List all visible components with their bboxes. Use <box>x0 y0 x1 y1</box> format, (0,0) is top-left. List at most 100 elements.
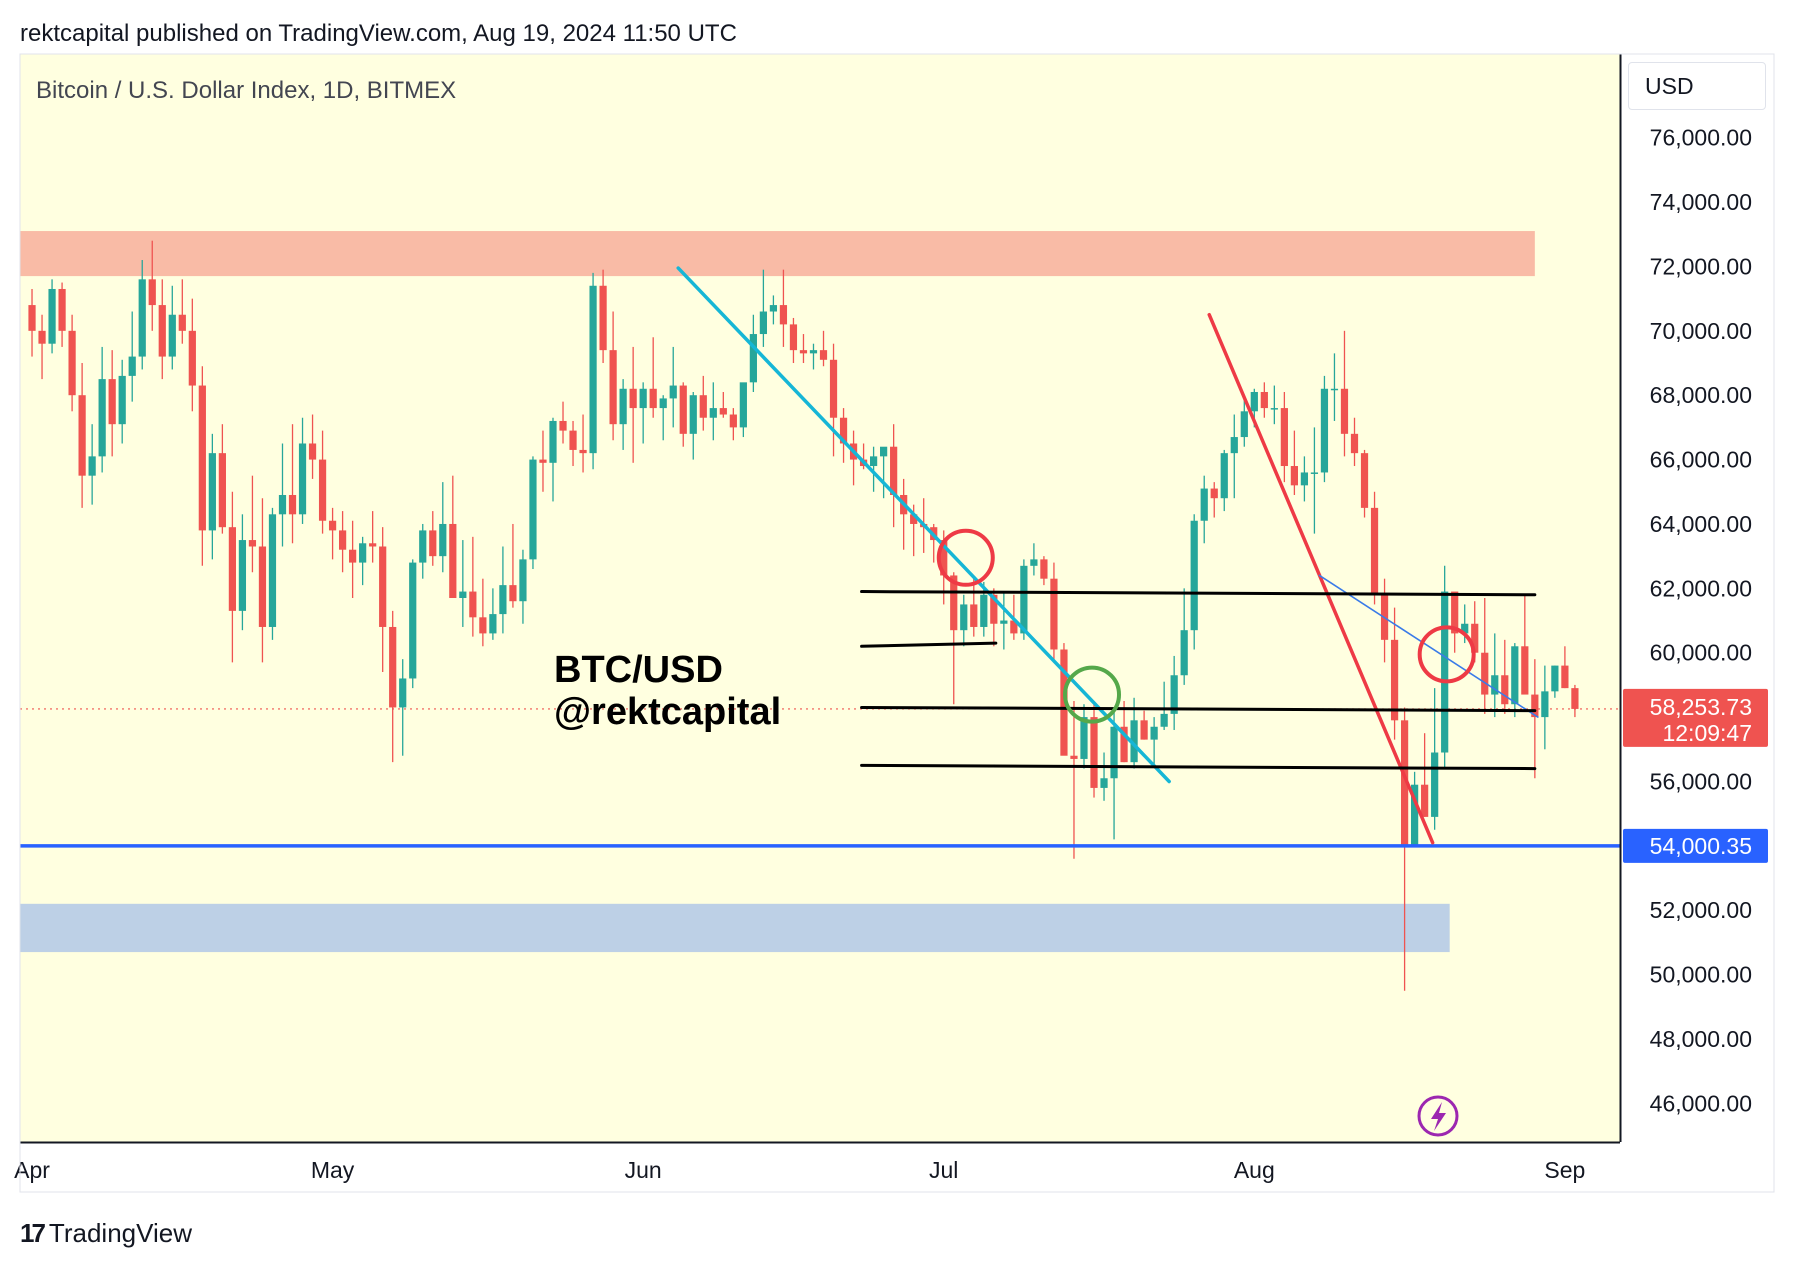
candle-body <box>910 514 918 524</box>
tradingview-logo-icon: 17 <box>20 1218 46 1248</box>
candle <box>649 337 657 418</box>
support-zone <box>20 903 1450 953</box>
candle-body <box>749 334 757 383</box>
candle <box>579 414 587 473</box>
cyan-downtrend-line[interactable] <box>676 266 1171 784</box>
candle-body <box>168 314 176 357</box>
candle <box>298 417 307 524</box>
candle <box>629 346 637 463</box>
candle-body <box>1451 591 1459 634</box>
candle <box>819 330 828 367</box>
candle-body <box>389 626 397 708</box>
range-low-line[interactable] <box>860 763 1537 771</box>
candle-body <box>1200 488 1208 521</box>
candle-body <box>1110 726 1118 779</box>
candle <box>1531 659 1539 779</box>
candle <box>1050 562 1058 663</box>
candle-body <box>188 330 196 386</box>
candle-body <box>1050 578 1058 650</box>
candle <box>689 391 697 460</box>
candle-body <box>1501 675 1509 705</box>
candle-body <box>589 285 597 454</box>
candle <box>1340 330 1349 457</box>
blue-thin-downtrend-line[interactable] <box>1318 574 1539 718</box>
candle-body <box>579 449 587 454</box>
candle <box>499 546 507 634</box>
candle-body <box>1340 388 1349 434</box>
candle <box>669 346 677 428</box>
candle <box>1300 456 1309 502</box>
candle <box>128 311 136 402</box>
candle-body <box>288 494 297 515</box>
candle <box>1400 707 1409 991</box>
red-downtrend-line[interactable] <box>1207 312 1435 845</box>
candle <box>1110 707 1118 840</box>
candle-body <box>108 379 116 425</box>
candle-body <box>1541 691 1549 718</box>
candle-body <box>429 530 437 557</box>
candle-body <box>1310 472 1319 474</box>
candle <box>328 507 337 560</box>
candle-body <box>1300 472 1309 486</box>
resistance-zone <box>20 231 1535 277</box>
price-tick-label: 48,000.00 <box>1650 1026 1752 1052</box>
rejection-circle-jul[interactable] <box>936 528 995 587</box>
candle <box>1170 655 1178 730</box>
candle <box>759 269 768 347</box>
candle-body <box>469 591 477 618</box>
candle-body <box>278 494 287 515</box>
candle <box>970 578 978 637</box>
lightning-bolt-icon[interactable] <box>1417 1095 1459 1137</box>
tradingview-brand[interactable]: 17 TradingView <box>20 1218 192 1249</box>
candle-body <box>1280 408 1288 467</box>
candle-body <box>479 617 487 634</box>
candle <box>1280 391 1288 483</box>
price-axis[interactable]: 46,000.00 48,000.00 50,000.00 52,000.00 54,0… <box>1619 54 1784 1192</box>
candle-body <box>258 546 267 627</box>
candle-body <box>1491 675 1499 695</box>
range-mid-line[interactable] <box>860 705 1537 713</box>
time-tick-label: Jun <box>625 1157 662 1183</box>
candle-body <box>970 604 978 627</box>
candle-body <box>519 559 527 602</box>
candle-body <box>869 456 878 467</box>
candle-body <box>1250 391 1258 412</box>
candle <box>238 514 247 631</box>
candle-body <box>809 350 818 354</box>
rejection-circle-aug[interactable] <box>1417 625 1476 684</box>
candle <box>1411 771 1419 846</box>
candle-body <box>1521 646 1529 695</box>
candle-body <box>138 279 146 357</box>
candle <box>509 523 517 608</box>
reclaim-circle-jul[interactable] <box>1063 665 1122 724</box>
candle-body <box>349 549 357 563</box>
candle-body <box>789 324 798 351</box>
candle-body <box>1571 688 1579 709</box>
price-tick-label: 52,000.00 <box>1650 897 1752 923</box>
time-axis[interactable]: Apr May Jun Jul Aug Sep <box>14 53 1784 1193</box>
candle <box>519 549 527 624</box>
candle-body <box>359 543 367 563</box>
candle <box>1200 475 1208 544</box>
currency-button[interactable]: USD <box>1628 62 1766 110</box>
candle <box>1481 598 1489 714</box>
candle <box>699 375 707 431</box>
range-high-short-line[interactable] <box>860 641 998 648</box>
candle <box>379 527 387 673</box>
candle-body <box>1090 717 1098 788</box>
candle-body <box>1000 620 1008 624</box>
candle <box>1100 752 1108 801</box>
candle <box>619 379 627 450</box>
range-high-line[interactable] <box>860 590 1537 597</box>
candle <box>779 269 788 347</box>
candle <box>769 295 778 325</box>
candle <box>1150 717 1158 766</box>
price-tick-label: 62,000.00 <box>1650 575 1752 601</box>
candle <box>589 272 597 470</box>
price-tick-label: 64,000.00 <box>1650 511 1752 537</box>
candle-body <box>28 305 36 331</box>
candle <box>459 540 467 627</box>
candle <box>549 417 557 502</box>
candle-body <box>369 543 377 547</box>
